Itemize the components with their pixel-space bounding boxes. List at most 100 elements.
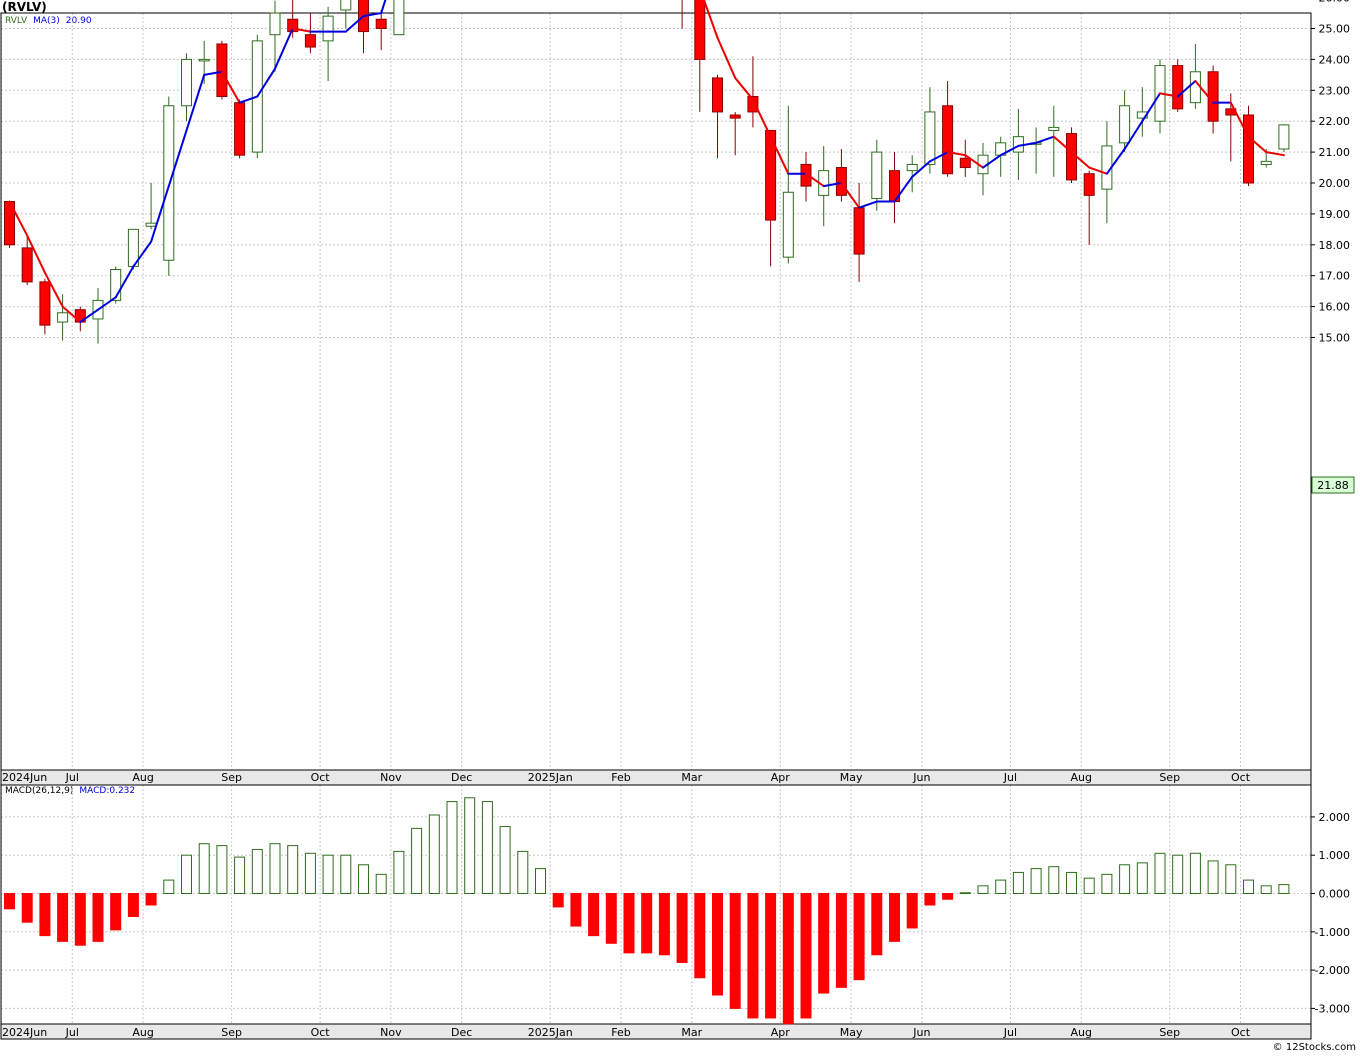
x-tick-label-bottom: Oct [311, 1026, 331, 1039]
ma3-segment [344, 15, 365, 33]
price-tick-label: 26.00 [1319, 0, 1351, 5]
price-axis-labels: 15.00 16.00 17.00 18.00 19.00 20.00 21.00 22.00… [1311, 0, 1350, 345]
macd-panel-frame [0, 784, 1312, 1025]
x-tick-label-top: Sep [1159, 771, 1180, 784]
macd-legend: MACD(26,12,9) MACD:0.232 [5, 786, 135, 796]
candle-body [906, 163, 918, 172]
macd-bar [694, 893, 706, 979]
macd-bar [942, 893, 954, 900]
macd-bar [906, 893, 918, 929]
candle-body [782, 191, 794, 258]
price-tick-label: 20.00 [1319, 177, 1351, 190]
x-tick-label-bottom: Aug [132, 1026, 153, 1039]
macd-axis-labels: 2.000 1.000 0.000 -1.000 -2.000 -3.000 [1311, 811, 1351, 1015]
macd-bar [1101, 873, 1113, 894]
macd-bar [1278, 884, 1290, 894]
ma3-segment [911, 160, 931, 178]
macd-histogram [4, 797, 1290, 1025]
macd-bar [411, 827, 423, 895]
candle-body [959, 157, 971, 169]
macd-bar [393, 850, 405, 894]
macd-tick-label: -3.000 [1315, 1002, 1350, 1015]
x-tick-label-bottom: May [840, 1026, 863, 1039]
macd-bar [251, 848, 263, 895]
candle-body [942, 105, 954, 175]
x-tick-label-top: Oct [311, 771, 331, 784]
macd-bar [552, 893, 564, 908]
candle-body [57, 312, 69, 323]
candle-body [322, 15, 334, 42]
x-tick-label-top: Jul [1003, 771, 1017, 784]
macd-bar [729, 893, 741, 1009]
candle-body [729, 114, 741, 119]
macd-bar [163, 879, 175, 894]
ma3-segment [1176, 80, 1197, 98]
x-tick-label-bottom: Jun [912, 1026, 930, 1039]
candle-body [287, 18, 299, 33]
macd-tick-label: -1.000 [1315, 926, 1350, 939]
macd-bar [535, 868, 546, 894]
ma3-segment [26, 234, 46, 274]
ma3-segment [1159, 92, 1179, 98]
candle-body [1083, 173, 1095, 196]
ma3-segment [1141, 92, 1161, 123]
macd-bar [358, 864, 369, 895]
ma3-segment [220, 70, 241, 104]
ma3-segment [185, 73, 206, 132]
ma3-segment [999, 144, 1020, 157]
current-price-tag: 21.88 [1311, 476, 1355, 494]
price-tick-label: 16.00 [1319, 301, 1351, 314]
ma3-segment [203, 70, 223, 76]
price-panel-frame [0, 12, 1312, 771]
ma3-segment [751, 98, 772, 138]
x-tick-label-bottom: 2024Jun [2, 1026, 47, 1039]
price-tick-label: 24.00 [1319, 53, 1351, 66]
x-tick-label-bottom: Dec [451, 1026, 472, 1039]
macd-bar [1172, 854, 1184, 895]
macd-bar [481, 801, 493, 895]
macd-bar [198, 843, 210, 895]
x-tick-label-bottom: Aug [1070, 1026, 1091, 1039]
macd-bar [4, 893, 15, 910]
ma3-segment [114, 265, 135, 299]
macd-bar [428, 814, 440, 894]
legend-macd-label: MACD(26,12,9) [5, 786, 74, 796]
macd-bar [676, 893, 688, 963]
macd-bar [1154, 852, 1166, 894]
candlesticks [4, 0, 1290, 344]
copyright: © 12Stocks.com [1272, 1042, 1356, 1053]
ma3-segment [946, 151, 967, 157]
macd-bar [1207, 860, 1219, 895]
macd-bar [924, 893, 936, 906]
x-tick-label-bottom: Apr [771, 1026, 791, 1039]
macd-bar [1083, 877, 1095, 894]
candle-body [269, 12, 281, 36]
price-tick-label: 18.00 [1319, 239, 1351, 252]
ma3-segment [362, 12, 383, 18]
ma3-segment [982, 154, 1002, 169]
candle-body [39, 281, 51, 326]
x-tick-label-bottom: Jul [1003, 1026, 1017, 1039]
candle-body [198, 58, 210, 62]
candle-body [765, 129, 777, 221]
macd-bar [605, 893, 617, 944]
candle-body [853, 207, 865, 255]
macd-tick-label: 2.000 [1319, 811, 1351, 824]
macd-bar [304, 852, 316, 894]
macd-bar [464, 797, 476, 894]
ma3-segment [1017, 141, 1038, 147]
candle-body [1278, 124, 1290, 150]
macd-bar [995, 879, 1007, 894]
macd-bar [340, 854, 352, 895]
x-tick-label-top: Mar [681, 771, 702, 784]
macd-bar [1119, 864, 1131, 895]
x-axis-strip-top [0, 769, 1312, 786]
candle-body [340, 0, 352, 11]
legend-symbol: RVLV [5, 16, 28, 26]
legend-ma-value: 20.90 [65, 16, 92, 26]
ma3-segment [132, 240, 153, 268]
macd-bar [181, 854, 192, 895]
macd-bar [499, 825, 511, 894]
ma3-segment [1265, 151, 1285, 157]
x-tick-label-bottom: Nov [380, 1026, 402, 1039]
